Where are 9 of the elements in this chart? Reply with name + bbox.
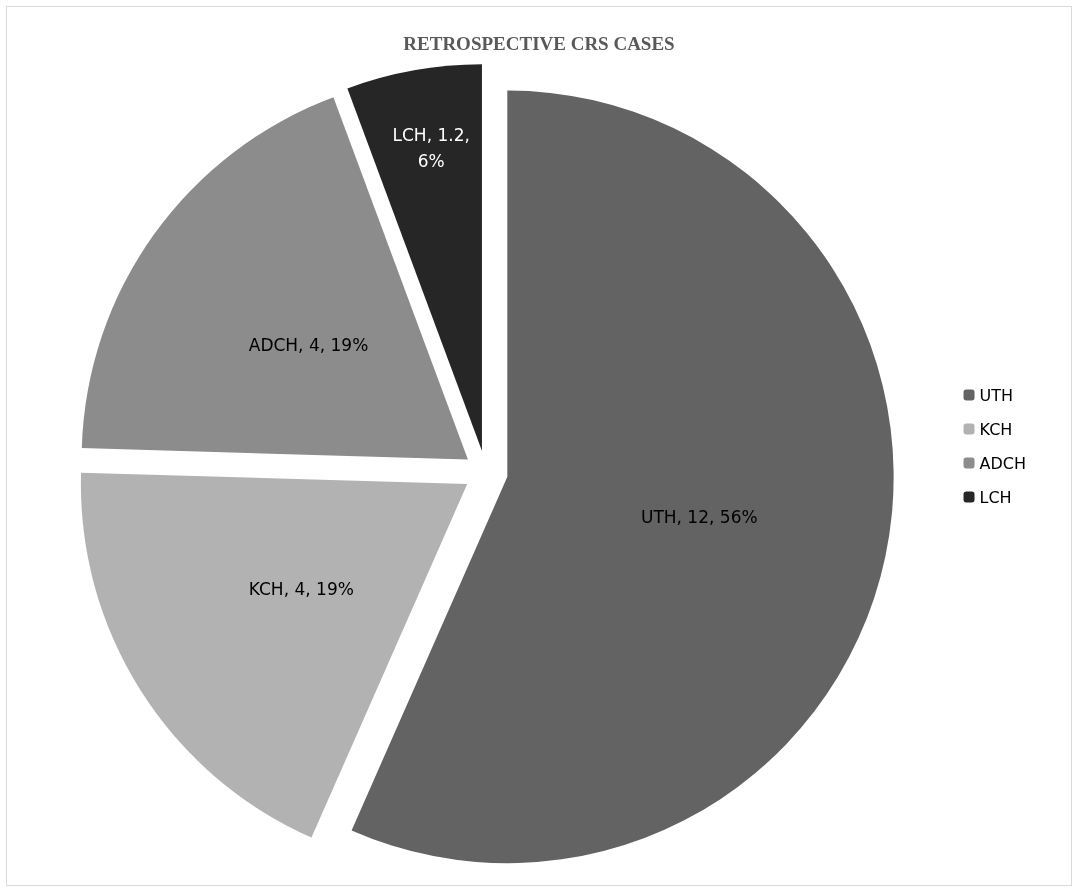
legend-label: UTH <box>979 385 1014 405</box>
data-label: KCH, 4, 19% <box>248 578 354 599</box>
data-label: LCH, 1.2, 6% <box>392 124 470 171</box>
data-label: ADCH, 4, 19% <box>248 335 369 356</box>
legend-label: KCH <box>979 419 1013 439</box>
legend-label: LCH <box>979 487 1012 507</box>
data-label: UTH, 12, 56% <box>640 507 758 528</box>
chart-title: RETROSPECTIVE CRS CASES <box>403 33 675 54</box>
legend-label: ADCH <box>979 453 1026 473</box>
